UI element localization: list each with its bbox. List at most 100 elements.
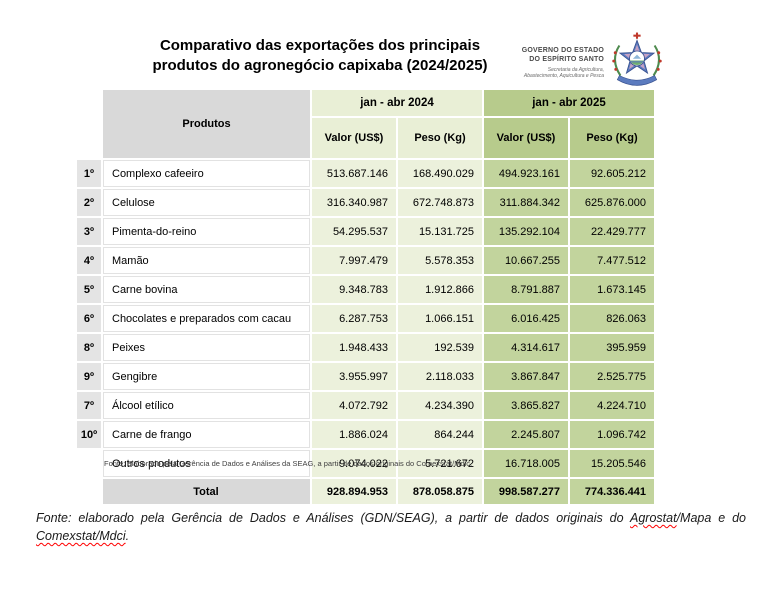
product-cell: Chocolates e preparados com cacau xyxy=(103,305,310,332)
value-2025-cell: 6.016.425 xyxy=(484,305,568,332)
total-weight-2024-cell: 878.058.875 xyxy=(398,479,482,504)
products-column-header: Produtos xyxy=(103,90,310,158)
espirito-santo-coat-of-arms-icon xyxy=(608,32,666,93)
weight-2024-cell: 4.234.390 xyxy=(398,392,482,419)
rank-cell: 1º xyxy=(77,160,101,187)
table-source-note: Fonte: elaborado pela Gerência de Dados … xyxy=(104,459,473,468)
rank-cell: 10º xyxy=(77,421,101,448)
logo-org-line2: DO ESPÍRITO SANTO xyxy=(529,55,604,63)
rank-column-header-empty xyxy=(77,90,101,158)
logo-dept-line2: Abastecimento, Aquicultura e Pesca xyxy=(523,73,604,79)
weight-2025-cell: 826.063 xyxy=(570,305,654,332)
total-value-2024-cell: 928.894.953 xyxy=(312,479,396,504)
rank-cell: 4º xyxy=(77,247,101,274)
table-row: 3º Pimenta-do-reino 54.295.537 15.131.72… xyxy=(77,218,654,245)
weight-2025-cell: 22.429.777 xyxy=(570,218,654,245)
weight-2024-cell: 192.539 xyxy=(398,334,482,361)
weight-2024-cell: 5.721.672 xyxy=(398,450,482,477)
page-title-line1: Comparativo das exportações dos principa… xyxy=(159,37,481,54)
value-2025-cell: 494.923.161 xyxy=(484,160,568,187)
logo-dept-line1: Secretaria da Agricultura, xyxy=(547,66,604,73)
table-row-total: Total 928.894.953 878.058.875 998.587.27… xyxy=(77,479,654,504)
value-2024-cell: 9.074.022 xyxy=(312,450,396,477)
weight-2025-cell: 2.525.775 xyxy=(570,363,654,390)
weight-2024-cell: 2.118.033 xyxy=(398,363,482,390)
value-2024-header: Valor (US$) xyxy=(312,118,396,158)
rank-cell: 5º xyxy=(77,276,101,303)
weight-2025-cell: 4.224.710 xyxy=(570,392,654,419)
product-cell: Mamão xyxy=(103,247,310,274)
product-cell: Carne bovina xyxy=(103,276,310,303)
value-2024-cell: 1.948.433 xyxy=(312,334,396,361)
table-row: 5º Carne bovina 9.348.783 1.912.866 8.79… xyxy=(77,276,654,303)
value-2024-cell: 54.295.537 xyxy=(312,218,396,245)
table-row-others: Outros produtos 9.074.022 5.721.672 16.7… xyxy=(77,450,654,477)
weight-2024-cell: 168.490.029 xyxy=(398,160,482,187)
value-2024-cell: 513.687.146 xyxy=(312,160,396,187)
rank-cell: 3º xyxy=(77,218,101,245)
table-row: 10º Carne de frango 1.886.024 864.244 2.… xyxy=(77,421,654,448)
product-cell: Complexo cafeeiro xyxy=(103,160,310,187)
value-2025-cell: 2.245.807 xyxy=(484,421,568,448)
weight-2024-cell: 1.066.151 xyxy=(398,305,482,332)
footer-text-middle: /Mapa e do xyxy=(676,511,746,525)
page-title: Comparativo das exportações dos principa… xyxy=(20,36,620,76)
value-2024-cell: 3.955.997 xyxy=(312,363,396,390)
period-2025-header: jan - abr 2025 xyxy=(484,90,654,116)
table-row: 7º Álcool etílico 4.072.792 4.234.390 3.… xyxy=(77,392,654,419)
period-2024-header: jan - abr 2024 xyxy=(312,90,482,116)
value-2025-header: Valor (US$) xyxy=(484,118,568,158)
product-cell: Celulose xyxy=(103,189,310,216)
table-row: 1º Complexo cafeeiro 513.687.146 168.490… xyxy=(77,160,654,187)
logo-dept: Secretaria da Agricultura, Abastecimento… xyxy=(516,67,604,80)
footer-text-prefix: Fonte: elaborado pela Gerência de Dados … xyxy=(36,511,631,525)
table-row: 8º Peixes 1.948.433 192.539 4.314.617 39… xyxy=(77,334,654,361)
total-value-2025-cell: 998.587.277 xyxy=(484,479,568,504)
total-label-cell: Total xyxy=(103,479,310,504)
value-2025-cell: 135.292.104 xyxy=(484,218,568,245)
rank-cell: 8º xyxy=(77,334,101,361)
weight-2025-cell: 15.205.546 xyxy=(570,450,654,477)
table-row: 6º Chocolates e preparados com cacau 6.2… xyxy=(77,305,654,332)
value-2025-cell: 4.314.617 xyxy=(484,334,568,361)
rank-cell: 7º xyxy=(77,392,101,419)
product-cell: Álcool etílico xyxy=(103,392,310,419)
weight-2025-cell: 92.605.212 xyxy=(570,160,654,187)
value-2025-cell: 16.718.005 xyxy=(484,450,568,477)
footer-text-suffix: . xyxy=(125,529,130,544)
value-2024-cell: 4.072.792 xyxy=(312,392,396,419)
footer-source-paragraph: Fonte: elaborado pela Gerência de Dados … xyxy=(36,509,746,545)
value-2024-cell: 1.886.024 xyxy=(312,421,396,448)
table-row: 4º Mamão 7.997.479 5.578.353 10.667.255 … xyxy=(77,247,654,274)
value-2024-cell: 316.340.987 xyxy=(312,189,396,216)
table-row: 9º Gengibre 3.955.997 2.118.033 3.867.84… xyxy=(77,363,654,390)
weight-2024-cell: 864.244 xyxy=(398,421,482,448)
rank-cell: 6º xyxy=(77,305,101,332)
table-row: 2º Celulose 316.340.987 672.748.873 311.… xyxy=(77,189,654,216)
exports-comparison-table: Produtos jan - abr 2024 jan - abr 2025 V… xyxy=(75,88,656,506)
value-2024-cell: 7.997.479 xyxy=(312,247,396,274)
weight-2024-cell: 5.578.353 xyxy=(398,247,482,274)
value-2024-cell: 6.287.753 xyxy=(312,305,396,332)
value-2024-cell: 9.348.783 xyxy=(312,276,396,303)
government-logo: GOVERNO DO ESTADO DO ESPÍRITO SANTO Secr… xyxy=(516,32,666,93)
weight-2024-cell: 1.912.866 xyxy=(398,276,482,303)
weight-2025-cell: 1.096.742 xyxy=(570,421,654,448)
value-2025-cell: 8.791.887 xyxy=(484,276,568,303)
product-cell: Carne de frango xyxy=(103,421,310,448)
rank-cell-empty xyxy=(77,450,101,477)
weight-2025-cell: 395.959 xyxy=(570,334,654,361)
government-logo-text: GOVERNO DO ESTADO DO ESPÍRITO SANTO Secr… xyxy=(516,47,604,80)
weight-2024-cell: 15.131.725 xyxy=(398,218,482,245)
footer-agrostat-spellcheck: Agrostat xyxy=(630,511,677,525)
value-2025-cell: 3.867.847 xyxy=(484,363,568,390)
product-cell: Outros produtos xyxy=(103,450,310,477)
weight-2025-cell: 7.477.512 xyxy=(570,247,654,274)
weight-2025-cell: 625.876.000 xyxy=(570,189,654,216)
value-2025-cell: 311.884.342 xyxy=(484,189,568,216)
weight-2024-header: Peso (Kg) xyxy=(398,118,482,158)
total-weight-2025-cell: 774.336.441 xyxy=(570,479,654,504)
value-2025-cell: 10.667.255 xyxy=(484,247,568,274)
rank-cell: 9º xyxy=(77,363,101,390)
